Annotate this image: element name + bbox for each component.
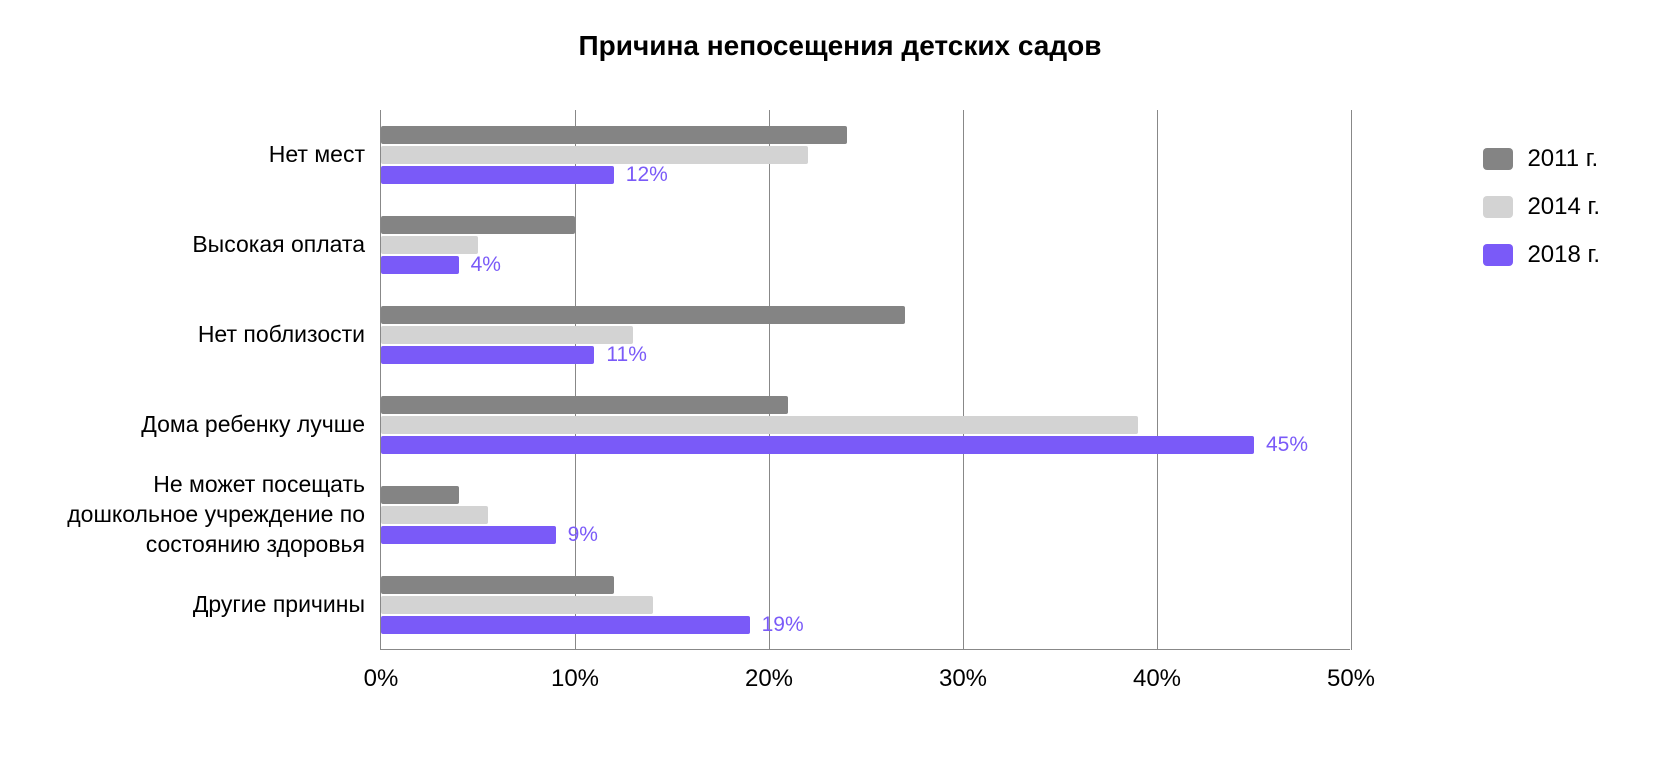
legend-item: 2018 г. (1483, 241, 1600, 269)
bar (381, 396, 788, 414)
category-label: Нет поблизости (0, 320, 365, 350)
gridline (575, 110, 576, 650)
legend-item: 2014 г. (1483, 193, 1600, 221)
bar (381, 576, 614, 594)
bar-value-label: 45% (1266, 433, 1308, 457)
xtick-label: 20% (745, 665, 793, 693)
bar (381, 146, 808, 164)
legend-swatch (1483, 244, 1513, 266)
bar (381, 326, 633, 344)
legend-label: 2011 г. (1527, 145, 1598, 173)
bar (381, 166, 614, 184)
gridline (769, 110, 770, 650)
legend-label: 2018 г. (1527, 241, 1600, 269)
gridline (1157, 110, 1158, 650)
bar-value-label: 19% (762, 613, 804, 637)
bar (381, 306, 905, 324)
xtick-label: 30% (939, 665, 987, 693)
bar (381, 616, 750, 634)
bar-value-label: 4% (471, 253, 501, 277)
legend-label: 2014 г. (1527, 193, 1600, 221)
xtick-label: 0% (364, 665, 399, 693)
bar (381, 346, 594, 364)
category-label: Не может посещать дошкольное учреждение … (0, 470, 365, 560)
xtick-label: 40% (1133, 665, 1181, 693)
plot-area: 0%10%20%30%40%50%12%4%11%45%9%19% (380, 110, 1350, 650)
bar (381, 436, 1254, 454)
y-labels-container: Нет мест Высокая оплата Нет поблизости Дома… (0, 110, 380, 650)
category-label: Другие причины (0, 590, 365, 620)
category-label: Нет мест (0, 140, 365, 170)
bar (381, 216, 575, 234)
category-label: Дома ребенку лучше (0, 410, 365, 440)
gridline (1351, 110, 1352, 650)
category-label: Высокая оплата (0, 230, 365, 260)
chart-title: Причина непосещения детских садов (0, 0, 1680, 62)
xtick-label: 50% (1327, 665, 1375, 693)
bar (381, 416, 1138, 434)
bar-value-label: 9% (568, 523, 598, 547)
legend-item: 2011 г. (1483, 145, 1600, 173)
bar-value-label: 12% (626, 163, 668, 187)
bar (381, 126, 847, 144)
bar (381, 256, 459, 274)
bar (381, 506, 488, 524)
bar (381, 526, 556, 544)
bar (381, 236, 478, 254)
legend-swatch (1483, 196, 1513, 218)
chart-container: 0%10%20%30%40%50%12%4%11%45%9%19% (380, 110, 1350, 650)
bar (381, 596, 653, 614)
gridline (963, 110, 964, 650)
legend-swatch (1483, 148, 1513, 170)
xtick-label: 10% (551, 665, 599, 693)
legend: 2011 г. 2014 г. 2018 г. (1483, 145, 1600, 289)
bar-value-label: 11% (606, 343, 646, 367)
bar (381, 486, 459, 504)
